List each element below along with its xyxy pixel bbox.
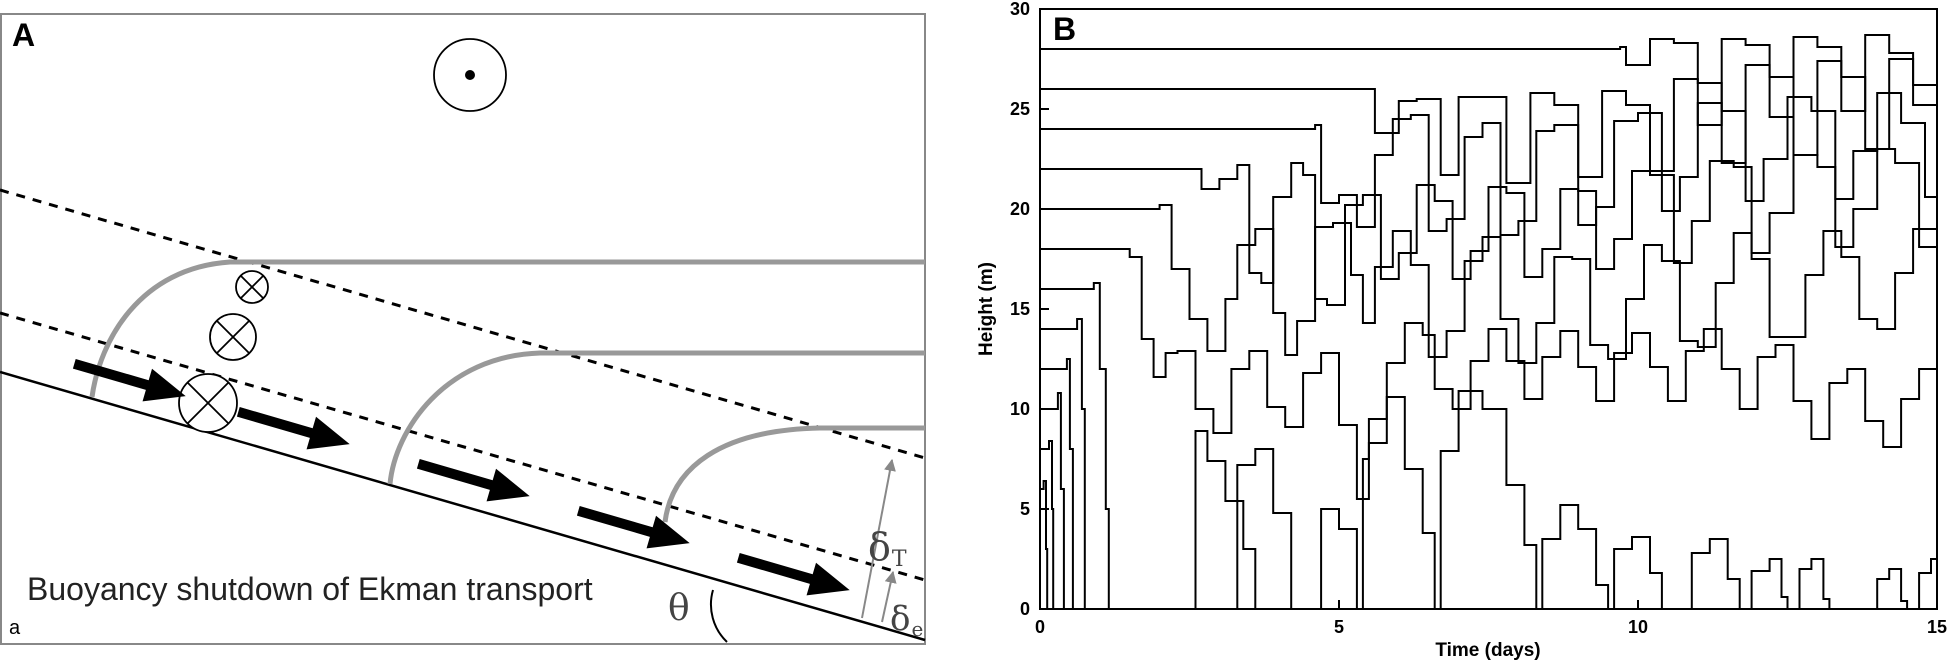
isopycnal-curve-3 bbox=[662, 425, 925, 523]
contour-line-19 bbox=[1602, 536, 1663, 610]
x-tick-label: 5 bbox=[1334, 617, 1344, 637]
out-of-page-dot-icon bbox=[433, 38, 507, 112]
series-layer bbox=[1040, 34, 1938, 610]
y-tick-label: 25 bbox=[1010, 99, 1030, 119]
y-tick-label: 5 bbox=[1020, 499, 1030, 519]
contour-line-15 bbox=[1315, 508, 1358, 610]
contour-line-2 bbox=[1040, 58, 1938, 184]
contour-line-18 bbox=[1530, 504, 1610, 610]
delta-e-arrow bbox=[881, 570, 897, 623]
dashed-line-ekman-top bbox=[0, 311, 926, 582]
slope-angle-arc bbox=[710, 589, 728, 643]
contour-line-16 bbox=[1356, 396, 1436, 610]
y-tick-label: 20 bbox=[1010, 199, 1030, 219]
sloping-bottom bbox=[0, 370, 926, 642]
y-tick-label: 0 bbox=[1020, 599, 1030, 619]
panel-a-caption: Buoyancy shutdown of Ekman transport bbox=[27, 571, 593, 607]
x-tick-label: 15 bbox=[1927, 617, 1947, 637]
contour-line-14 bbox=[1225, 448, 1293, 610]
panel-b-label: B bbox=[1053, 11, 1076, 47]
height-time-chart: 0 5 10 15 0 5 10 15 20 25 30 Time (days) Height (… bbox=[976, 0, 1947, 660]
panel-a: δT δe θ A Buoyancy shutdown of Ekman tra… bbox=[0, 13, 926, 645]
panel-a-sublabel: a bbox=[9, 617, 21, 639]
contour-line-12 bbox=[1040, 480, 1049, 609]
into-page-cross-icon bbox=[209, 313, 257, 361]
contour-line-3 bbox=[1040, 92, 1938, 236]
flow-arrow-icon bbox=[736, 553, 850, 596]
contour-line-7 bbox=[1040, 282, 1110, 609]
contour-line-17 bbox=[1428, 390, 1538, 610]
contour-line-5 bbox=[1040, 204, 1938, 364]
contour-line-6 bbox=[1040, 248, 1938, 500]
y-tick-label: 10 bbox=[1010, 399, 1030, 419]
contour-line-4 bbox=[1040, 148, 1938, 306]
isopycnal-curve-2 bbox=[387, 350, 925, 485]
y-tick-label: 15 bbox=[1010, 299, 1030, 319]
y-axis-title: Height (m) bbox=[976, 262, 997, 356]
panel-a-frame bbox=[0, 13, 926, 645]
flow-arrow-icon bbox=[72, 359, 186, 402]
contour-line-21 bbox=[1739, 558, 1789, 610]
plot-frame bbox=[1039, 8, 1938, 610]
contour-line-20 bbox=[1679, 538, 1741, 610]
contour-line-1 bbox=[1040, 34, 1938, 126]
dashed-line-thermal-top bbox=[0, 188, 926, 460]
flow-arrow-icon bbox=[236, 407, 350, 450]
delta-e-symbol: δe bbox=[890, 599, 923, 641]
y-tick-label: 30 bbox=[1010, 0, 1030, 19]
flow-arrow-icon bbox=[576, 506, 690, 549]
x-axis-title: Time (days) bbox=[1435, 640, 1540, 660]
into-page-cross-icon bbox=[235, 270, 269, 304]
delta-t-arrow bbox=[861, 458, 896, 619]
contour-line-10 bbox=[1040, 392, 1065, 609]
contour-line-8 bbox=[1040, 318, 1086, 609]
contour-line-11 bbox=[1040, 440, 1055, 609]
x-tick-label: 10 bbox=[1628, 617, 1648, 637]
contour-line-24 bbox=[1907, 558, 1938, 610]
panel-b: B 0 5 10 15 0 5 10 15 20 25 30 Time (days) Height… bbox=[976, 0, 1947, 660]
flow-arrow-icon bbox=[416, 459, 530, 502]
theta-symbol: θ bbox=[668, 588, 690, 629]
panel-a-label: A bbox=[12, 17, 35, 53]
contour-line-23 bbox=[1865, 568, 1909, 610]
y-ticks: 0 5 10 15 20 25 30 bbox=[1010, 0, 1049, 619]
contour-line-9 bbox=[1040, 358, 1074, 609]
x-ticks: 0 5 10 15 bbox=[1035, 600, 1947, 637]
flow-arrows bbox=[72, 359, 850, 596]
contour-line-13 bbox=[1183, 430, 1257, 610]
into-page-cross-icon bbox=[178, 373, 238, 433]
x-tick-label: 0 bbox=[1035, 617, 1045, 637]
delta-t-symbol: δT bbox=[868, 525, 907, 572]
contour-line-22 bbox=[1787, 558, 1831, 610]
